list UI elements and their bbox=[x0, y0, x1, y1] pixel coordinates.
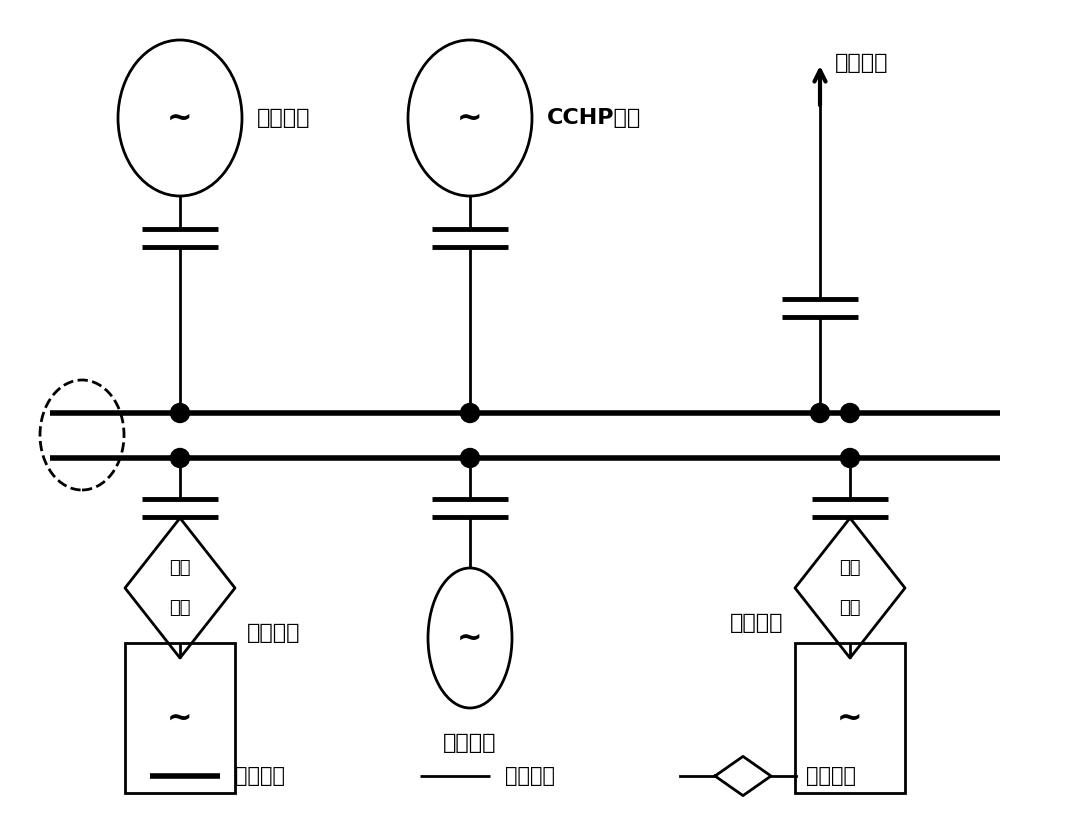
Bar bbox=[125, 643, 235, 793]
Circle shape bbox=[840, 403, 860, 423]
Bar bbox=[795, 643, 905, 793]
Text: 配电线路: 配电线路 bbox=[235, 766, 285, 786]
Circle shape bbox=[460, 448, 480, 468]
Text: ~: ~ bbox=[837, 703, 863, 732]
Circle shape bbox=[460, 403, 480, 423]
Text: 控制: 控制 bbox=[839, 599, 861, 617]
Text: ~: ~ bbox=[167, 703, 192, 732]
Circle shape bbox=[171, 403, 189, 423]
Text: 风力机组: 风力机组 bbox=[443, 733, 497, 753]
Text: 开关装置: 开关装置 bbox=[806, 766, 856, 786]
Text: 开关: 开关 bbox=[170, 559, 191, 577]
Text: ~: ~ bbox=[457, 623, 483, 653]
Circle shape bbox=[171, 448, 189, 468]
Text: 控制: 控制 bbox=[170, 599, 191, 617]
Text: 开关: 开关 bbox=[839, 559, 861, 577]
Text: 储电设备: 储电设备 bbox=[729, 613, 783, 633]
Text: 用户负荷: 用户负荷 bbox=[835, 53, 889, 73]
Text: ~: ~ bbox=[457, 104, 483, 133]
Text: 光伏电源: 光伏电源 bbox=[257, 108, 311, 128]
Circle shape bbox=[810, 403, 829, 423]
Text: 传热管道: 传热管道 bbox=[505, 766, 555, 786]
Text: 储热设备: 储热设备 bbox=[247, 623, 300, 643]
Text: CCHP机组: CCHP机组 bbox=[546, 108, 642, 128]
Text: ~: ~ bbox=[167, 104, 192, 133]
Circle shape bbox=[840, 448, 860, 468]
